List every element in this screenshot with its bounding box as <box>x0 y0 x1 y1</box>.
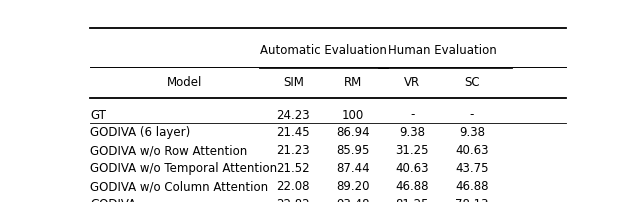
Text: 93.48: 93.48 <box>336 197 369 202</box>
Text: GODIVA w/o Temporal Attention: GODIVA w/o Temporal Attention <box>90 162 277 175</box>
Text: 22.08: 22.08 <box>276 180 310 193</box>
Text: RM: RM <box>344 75 362 88</box>
Text: 86.94: 86.94 <box>336 126 370 139</box>
Text: 40.63: 40.63 <box>455 144 488 157</box>
Text: 21.52: 21.52 <box>276 162 310 175</box>
Text: 85.95: 85.95 <box>336 144 369 157</box>
Text: VR: VR <box>404 75 420 88</box>
Text: 40.63: 40.63 <box>396 162 429 175</box>
Text: Human Evaluation: Human Evaluation <box>388 44 497 57</box>
Text: 9.38: 9.38 <box>459 126 485 139</box>
Text: 89.20: 89.20 <box>336 180 369 193</box>
Text: 46.88: 46.88 <box>455 180 488 193</box>
Text: Model: Model <box>166 75 202 88</box>
Text: GODIVA w/o Row Attention: GODIVA w/o Row Attention <box>90 144 247 157</box>
Text: 21.45: 21.45 <box>276 126 310 139</box>
Text: 9.38: 9.38 <box>399 126 426 139</box>
Text: 43.75: 43.75 <box>455 162 488 175</box>
Text: SIM: SIM <box>283 75 304 88</box>
Text: GODIVA (6 layer): GODIVA (6 layer) <box>90 126 190 139</box>
Text: GODIVA w/o Column Attention: GODIVA w/o Column Attention <box>90 180 268 193</box>
Text: 21.23: 21.23 <box>276 144 310 157</box>
Text: -: - <box>470 108 474 121</box>
Text: 24.23: 24.23 <box>276 108 310 121</box>
Text: 46.88: 46.88 <box>396 180 429 193</box>
Text: SC: SC <box>464 75 479 88</box>
Text: GODIVA: GODIVA <box>90 197 136 202</box>
Text: 31.25: 31.25 <box>396 144 429 157</box>
Text: Automatic Evaluation: Automatic Evaluation <box>260 44 387 57</box>
Text: -: - <box>410 108 415 121</box>
Text: 87.44: 87.44 <box>336 162 370 175</box>
Text: 81.25: 81.25 <box>396 197 429 202</box>
Text: 22.82: 22.82 <box>276 197 310 202</box>
Text: 100: 100 <box>342 108 364 121</box>
Text: 78.13: 78.13 <box>455 197 488 202</box>
Text: GT: GT <box>90 108 106 121</box>
